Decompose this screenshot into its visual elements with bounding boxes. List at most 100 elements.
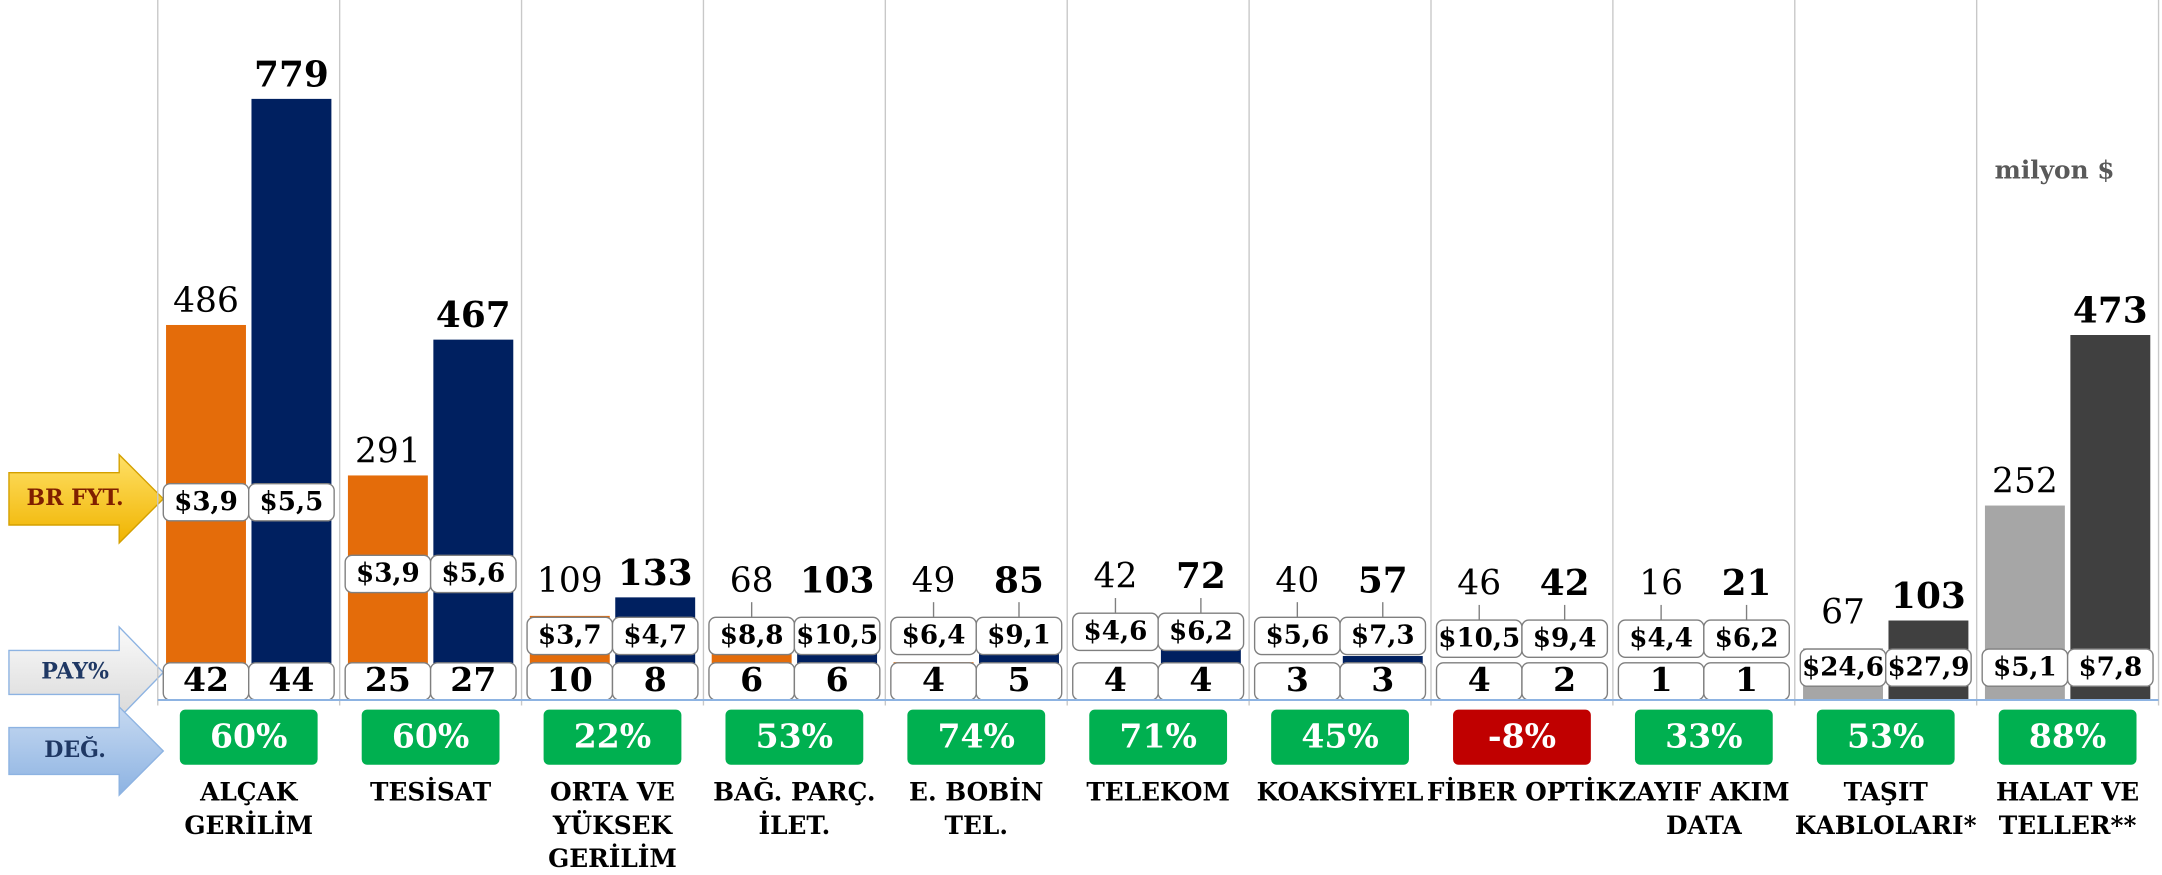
change-label: 22% — [574, 717, 651, 756]
value-label: 467 — [436, 294, 511, 336]
change-badge — [543, 709, 682, 765]
share-label: 4 — [1189, 660, 1212, 699]
change-badge — [1089, 709, 1228, 765]
share-label: 4 — [1468, 660, 1491, 699]
value-label: 16 — [1639, 564, 1683, 604]
category-label: TESİSAT — [370, 777, 492, 806]
value-label: 42 — [1094, 557, 1138, 597]
share-row-label: PAY% — [41, 658, 109, 684]
price-label: $10,5 — [796, 620, 878, 651]
price-label: $7,8 — [2078, 651, 2142, 682]
value-label: 133 — [618, 552, 693, 594]
price-label: $7,3 — [1351, 620, 1415, 651]
price-label: $5,5 — [260, 486, 324, 517]
price-label: $5,1 — [1993, 651, 2057, 682]
price-box — [1521, 619, 1609, 658]
share-label: 25 — [365, 660, 411, 699]
price-label: $3,9 — [356, 558, 420, 589]
share-label: 4 — [1104, 660, 1127, 699]
change-badge — [1816, 709, 1955, 765]
category-label: HALAT VE TELLER** — [1996, 777, 2139, 839]
price-label: $9,1 — [987, 620, 1051, 651]
price-box — [1157, 612, 1245, 652]
value-label: 103 — [1891, 575, 1966, 617]
value-label: 57 — [1358, 559, 1408, 601]
category-label: FİBER OPTİK — [1427, 777, 1619, 806]
value-label: 68 — [730, 561, 774, 601]
price-label: $6,4 — [902, 620, 966, 651]
price-label: $3,9 — [174, 486, 238, 517]
price-box — [248, 482, 335, 522]
share-label: 42 — [183, 660, 229, 699]
price-label: $5,6 — [441, 558, 505, 589]
value-label: 486 — [173, 281, 239, 321]
change-label: 60% — [392, 717, 469, 756]
change-label: 33% — [1665, 717, 1742, 756]
change-badge — [1634, 709, 1773, 765]
share-label: 6 — [740, 660, 763, 699]
change-label: 53% — [1847, 717, 1924, 756]
price-label: $10,5 — [1438, 622, 1520, 653]
value-label: 42 — [1540, 562, 1590, 604]
change-label: 88% — [2029, 717, 2106, 756]
change-label: 53% — [756, 717, 833, 756]
share-label: 5 — [1007, 660, 1030, 699]
price-label: $8,8 — [720, 620, 784, 651]
change-label: 74% — [938, 717, 1015, 756]
bar — [2070, 335, 2151, 700]
unit-note: milyon $ — [1995, 156, 2115, 185]
price-row-label: BR FYT. — [26, 485, 123, 511]
category-label: ALÇAK GERİLİM — [184, 777, 313, 839]
change-label: 60% — [210, 717, 287, 756]
value-label: 72 — [1176, 555, 1226, 597]
category-label: ORTA VE YÜKSEK GERİLİM — [548, 777, 677, 872]
change-badge — [1271, 709, 1409, 765]
share-label: 1 — [1650, 660, 1673, 699]
price-box — [1885, 648, 1972, 687]
value-label: 21 — [1722, 562, 1772, 604]
value-label: 103 — [800, 559, 875, 601]
share-label: 44 — [268, 660, 314, 699]
change-arrow — [8, 705, 165, 797]
change-row-label: DEĞ. — [44, 736, 106, 763]
share-label: 3 — [1286, 660, 1309, 699]
change-badge — [361, 709, 500, 765]
change-badge — [179, 709, 318, 765]
share-label: 10 — [547, 660, 593, 699]
price-label: $27,9 — [1887, 651, 1969, 682]
price-arrow — [8, 453, 165, 545]
share-label: 6 — [826, 660, 849, 699]
category-label: TAŞIT KABLOLARI* — [1795, 777, 1977, 839]
price-label: $6,2 — [1169, 615, 1233, 646]
change-badge — [907, 709, 1046, 765]
price-label: $5,6 — [1265, 620, 1329, 651]
price-box — [429, 554, 517, 594]
share-label: 8 — [644, 660, 667, 699]
value-label: 46 — [1457, 564, 1501, 604]
price-label: $4,6 — [1084, 615, 1148, 646]
change-label: 71% — [1119, 717, 1196, 756]
price-label: $9,4 — [1533, 622, 1597, 653]
change-badge — [1998, 709, 2137, 765]
change-label: -8% — [1488, 717, 1556, 756]
share-arrow — [8, 625, 165, 720]
price-label: $3,7 — [538, 620, 602, 651]
price-label: $4,4 — [1629, 622, 1693, 653]
category-label: ZAYIF AKIM DATA — [1618, 777, 1789, 839]
share-label: 1 — [1735, 660, 1758, 699]
price-box — [975, 616, 1063, 656]
value-label: 291 — [355, 431, 421, 471]
change-badge — [725, 709, 864, 765]
change-badge — [1453, 709, 1591, 765]
share-label: 4 — [922, 660, 945, 699]
share-label: 3 — [1371, 660, 1394, 699]
share-label: 27 — [450, 660, 496, 699]
price-box — [1339, 616, 1427, 656]
value-label: 85 — [994, 559, 1044, 601]
category-label: TELEKOM — [1086, 777, 1230, 806]
value-label: 49 — [912, 561, 956, 601]
value-label: 109 — [537, 561, 603, 601]
price-label: $6,2 — [1715, 622, 1779, 653]
